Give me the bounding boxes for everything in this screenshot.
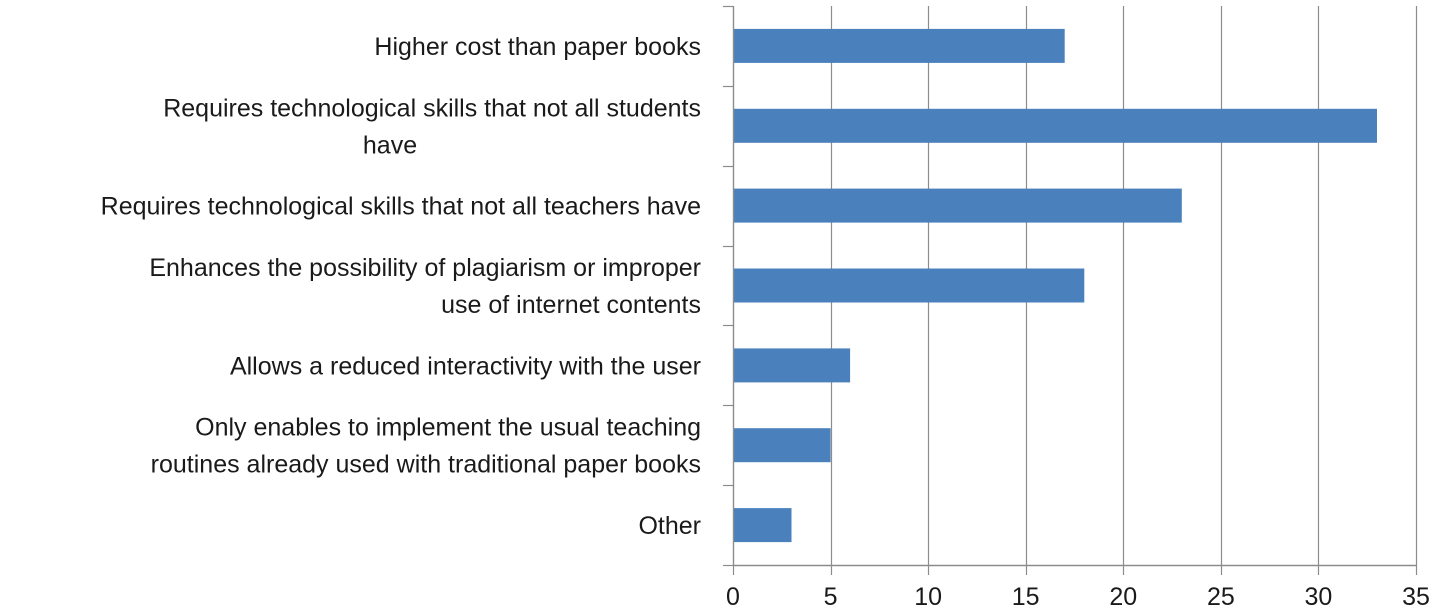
bar-1 [733,28,1065,63]
category-label-2-line-2: have [363,131,417,159]
bar-4 [733,268,1085,303]
category-label-5: Allows a reduced interactivity with the … [230,352,701,380]
x-tick-label-35: 35 [1402,583,1430,611]
bar-7 [733,508,792,543]
category-label-4-line-1: Enhances the possibility of plagiarism o… [149,254,701,282]
category-label-1: Higher cost than paper books [374,33,701,61]
x-tick-label-20: 20 [1109,583,1137,611]
category-label-7: Other [638,512,701,540]
category-label-6-line-1: Only enables to implement the usual teac… [195,414,701,442]
bar-3 [733,188,1182,223]
x-tick-label-0: 0 [726,583,740,611]
x-tick-label-5: 5 [824,583,838,611]
category-label-2-line-1: Requires technological skills that not a… [163,94,701,122]
chart-axes [723,5,1418,575]
bar-2 [733,108,1377,143]
x-tick-label-10: 10 [914,583,942,611]
x-tick-label-25: 25 [1207,583,1235,611]
category-label-4-line-2: use of internet contents [441,291,701,319]
chart-category-labels: Higher cost than paper books Requires tec… [101,33,701,540]
bar-5 [733,348,851,383]
category-label-3: Requires technological skills that not a… [101,193,701,221]
category-label-1-line-1: Higher cost than paper books [374,33,701,61]
category-label-3-line-1: Requires technological skills that not a… [101,193,701,221]
x-tick-label-15: 15 [1012,583,1040,611]
category-label-4: Enhances the possibility of plagiarism o… [149,254,701,319]
category-label-6: Only enables to implement the usual teac… [151,414,701,479]
chart-bars [733,28,1377,543]
bar-6 [733,428,831,463]
category-label-5-line-1: Allows a reduced interactivity with the … [230,352,701,380]
category-label-2: Requires technological skills that not a… [163,94,701,159]
category-label-6-line-2: routines already used with traditional p… [151,451,701,479]
category-label-7-line-1: Other [638,512,701,540]
x-tick-label-30: 30 [1304,583,1332,611]
chart-x-tick-labels: 0 5 10 15 20 25 30 35 [726,583,1430,611]
